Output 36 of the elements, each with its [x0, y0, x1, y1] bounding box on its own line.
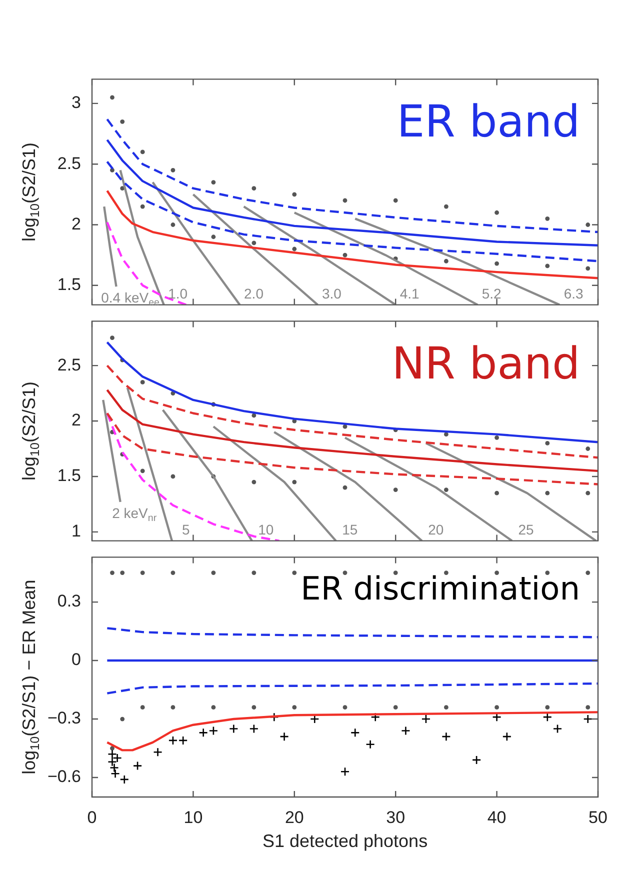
x-tick-label: 10 [184, 808, 203, 827]
x-tick-label: 0 [87, 808, 97, 827]
x-axis-title: S1 detected photons [262, 831, 428, 852]
annotation: 6.3 [564, 286, 584, 302]
x-tick-label: 30 [386, 808, 406, 827]
annotation: 2.0 [244, 286, 264, 302]
y-tick-label: 1.5 [57, 466, 81, 486]
x-tick-label: 40 [487, 808, 506, 827]
annotation: 10 [258, 522, 274, 538]
x-tick-label: 50 [588, 808, 608, 827]
y-tick-label: 1 [72, 522, 81, 541]
annotation: 4.1 [400, 286, 420, 302]
annotation: 15 [342, 522, 358, 538]
annotation: 25 [518, 522, 534, 538]
y-tick-label: 0 [72, 650, 81, 670]
y-axis-title: log10(S2/S1) − ER Mean [18, 580, 42, 774]
annotation: 20 [428, 522, 444, 538]
x-tick-label: 20 [284, 808, 304, 827]
annotation: 5 [182, 522, 190, 538]
y-tick-label: 2.5 [57, 355, 81, 374]
y-tick-label: 3 [72, 93, 81, 112]
y-axis-title: log10(S2/S1) [18, 142, 42, 242]
y-tick-label: 0.3 [57, 592, 81, 611]
annotation: 3.0 [322, 286, 342, 302]
y-tick-label: −0.6 [47, 767, 81, 786]
annotation: 5.2 [482, 286, 502, 302]
y-tick-label: −0.3 [47, 708, 81, 728]
chart-title: NR band [392, 338, 580, 390]
y-tick-label: 1.5 [57, 275, 81, 294]
chart-title: ER band [396, 96, 580, 148]
y-tick-label: 2 [72, 410, 81, 430]
y-tick-label: 2 [72, 214, 81, 234]
y-tick-label: 2.5 [57, 154, 81, 173]
annotation: 1.0 [168, 286, 188, 302]
chart-title: ER discrimination [300, 570, 580, 608]
y-axis-title: log10(S2/S1) [18, 381, 42, 481]
